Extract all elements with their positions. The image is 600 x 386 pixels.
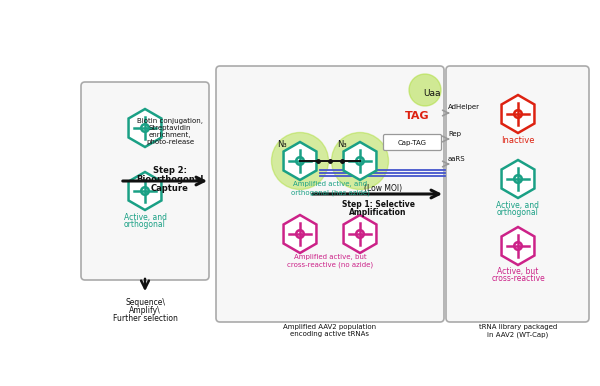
Text: Step 2:: Step 2: bbox=[153, 166, 187, 175]
Text: N₃: N₃ bbox=[337, 140, 347, 149]
Text: Further selection: Further selection bbox=[113, 314, 178, 323]
Text: Inactive: Inactive bbox=[501, 136, 535, 145]
Text: Amplified active, and: Amplified active, and bbox=[293, 181, 367, 187]
Polygon shape bbox=[284, 142, 316, 180]
Text: Step 1: Selective: Step 1: Selective bbox=[341, 200, 415, 209]
Polygon shape bbox=[344, 215, 376, 253]
Text: Cap-TAG: Cap-TAG bbox=[398, 140, 427, 146]
Polygon shape bbox=[502, 95, 535, 133]
Text: Amplified active, but: Amplified active, but bbox=[293, 254, 367, 260]
Text: Active, and: Active, and bbox=[124, 213, 167, 222]
Text: Biotin conjugation,: Biotin conjugation, bbox=[137, 118, 203, 124]
Circle shape bbox=[331, 132, 389, 190]
FancyBboxPatch shape bbox=[81, 82, 209, 280]
FancyBboxPatch shape bbox=[446, 66, 589, 322]
Text: orthogonal (has azide): orthogonal (has azide) bbox=[290, 189, 370, 195]
Text: orthogonal: orthogonal bbox=[124, 220, 166, 229]
Text: Active, and: Active, and bbox=[497, 201, 539, 210]
Text: encoding active tRNAs: encoding active tRNAs bbox=[290, 331, 370, 337]
FancyBboxPatch shape bbox=[216, 66, 444, 322]
Text: cross-reactive (no azide): cross-reactive (no azide) bbox=[287, 262, 373, 269]
Text: enrichment,: enrichment, bbox=[149, 132, 191, 138]
Text: aaRS: aaRS bbox=[448, 156, 466, 162]
Text: in AAV2 (WT-Cap): in AAV2 (WT-Cap) bbox=[487, 331, 548, 337]
Text: orthogonal: orthogonal bbox=[497, 208, 539, 217]
Text: (Low MOI): (Low MOI) bbox=[364, 184, 402, 193]
Polygon shape bbox=[502, 160, 535, 198]
Text: TAG: TAG bbox=[404, 111, 430, 121]
Text: Sequence\: Sequence\ bbox=[125, 298, 165, 307]
FancyBboxPatch shape bbox=[383, 134, 442, 151]
Polygon shape bbox=[502, 227, 535, 265]
Text: Streptavidin: Streptavidin bbox=[149, 125, 191, 131]
Circle shape bbox=[271, 132, 329, 190]
Polygon shape bbox=[128, 109, 161, 147]
Text: Uaa: Uaa bbox=[423, 88, 441, 98]
Polygon shape bbox=[284, 215, 316, 253]
Polygon shape bbox=[128, 172, 161, 210]
Text: tRNA library packaged: tRNA library packaged bbox=[479, 324, 557, 330]
Text: Amplify\: Amplify\ bbox=[129, 306, 161, 315]
Circle shape bbox=[409, 74, 441, 106]
Text: Rep: Rep bbox=[448, 131, 461, 137]
Text: Amplified AAV2 population: Amplified AAV2 population bbox=[283, 324, 377, 330]
Polygon shape bbox=[344, 142, 376, 180]
Text: Active, but: Active, but bbox=[497, 267, 539, 276]
Text: AdHelper: AdHelper bbox=[448, 104, 480, 110]
Text: Capture: Capture bbox=[151, 184, 189, 193]
Text: Bioorthogonal: Bioorthogonal bbox=[136, 175, 203, 184]
Text: N₃: N₃ bbox=[277, 140, 287, 149]
Text: Amplification: Amplification bbox=[349, 208, 407, 217]
Text: photo-release: photo-release bbox=[146, 139, 194, 145]
Text: cross-reactive: cross-reactive bbox=[491, 274, 545, 283]
